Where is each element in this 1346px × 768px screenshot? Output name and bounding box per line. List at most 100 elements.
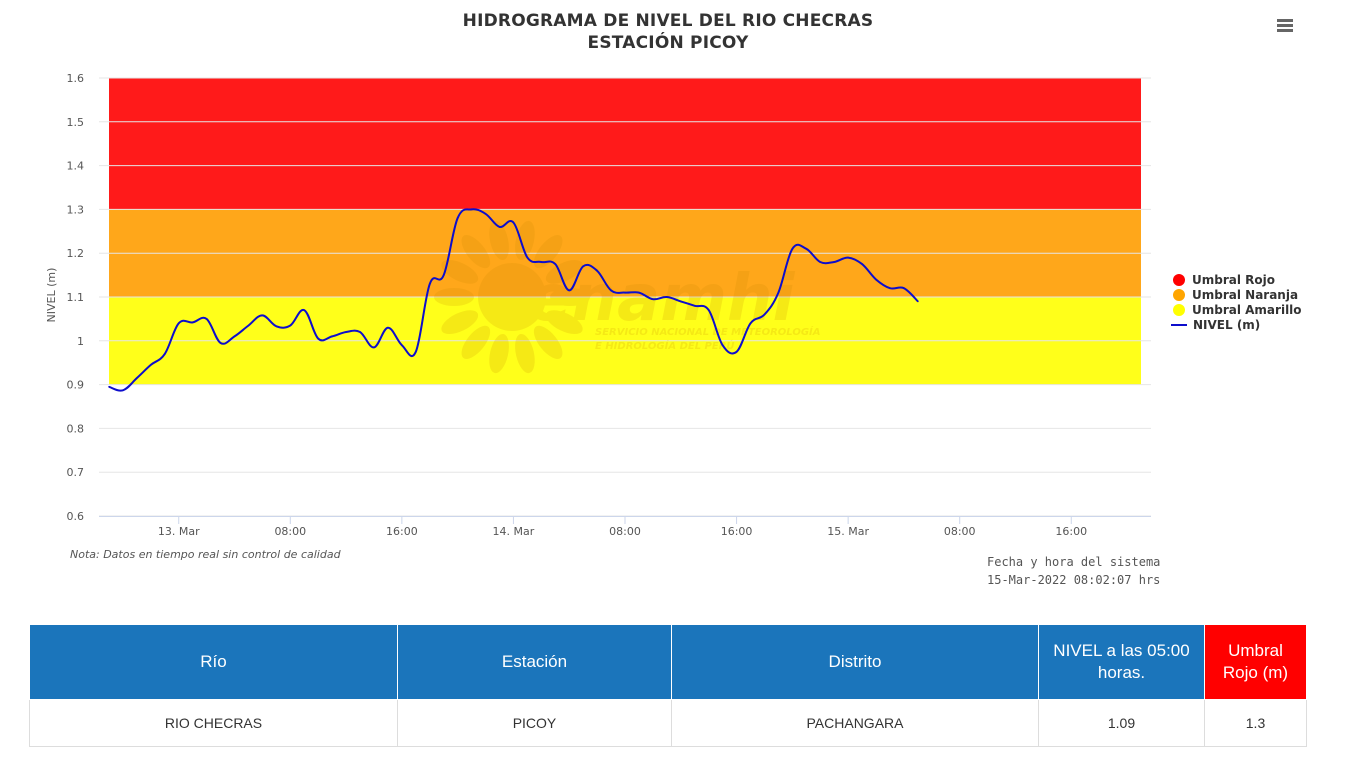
legend-item-nivel[interactable]: NIVEL (m) — [1170, 317, 1302, 332]
orange-dot-icon — [1173, 288, 1185, 301]
chart-subtitle: ESTACIÓN PICOY — [587, 33, 749, 53]
data-point — [903, 287, 905, 290]
system-time-label: Fecha y hora del sistema — [987, 555, 1161, 569]
sun-ray — [545, 259, 583, 284]
header-rio: Río — [29, 624, 398, 700]
x-tick-label: 15. Mar — [827, 525, 869, 538]
data-point — [819, 261, 821, 263]
data-point — [317, 337, 320, 340]
data-point — [638, 291, 640, 294]
sun-ray — [550, 288, 590, 306]
data-point — [289, 324, 292, 327]
y-tick-label: 0.6 — [67, 510, 85, 523]
legend-item-umbral-amarillo[interactable]: Umbral Amarillo — [1170, 302, 1302, 317]
data-point — [415, 351, 417, 353]
sun-ray — [533, 325, 563, 359]
cell-rio: RIO CHECRAS — [29, 699, 398, 747]
sun-ray — [515, 220, 535, 261]
sun-ray — [461, 235, 491, 269]
y-tick-label: 1 — [77, 335, 84, 348]
legend-label: Umbral Amarillo — [1192, 302, 1302, 317]
x-tick-label: 16:00 — [386, 525, 418, 538]
data-point — [680, 300, 682, 303]
y-tick-label: 0.7 — [67, 466, 85, 479]
data-point — [777, 291, 780, 294]
band-umbral-rojo — [109, 78, 1141, 210]
sun-ray — [533, 235, 563, 269]
cell-estacion: PICOY — [397, 699, 672, 747]
legend-label: NIVEL (m) — [1193, 317, 1261, 332]
data-point — [191, 321, 194, 324]
y-axis-title: NIVEL (m) — [45, 268, 58, 323]
y-tick-label: 0.8 — [67, 422, 85, 435]
data-point — [875, 278, 877, 281]
data-point — [791, 248, 794, 250]
watermark-name: senamhi — [490, 262, 796, 336]
data-point — [735, 351, 738, 353]
data-point — [373, 346, 375, 349]
x-tick-label: 13. Mar — [158, 525, 200, 538]
x-tick-label: 08:00 — [274, 525, 306, 538]
table-header-row: Río Estación Distrito NIVEL a las 05:00 … — [29, 624, 1307, 700]
y-tick-label: 1.3 — [67, 203, 85, 216]
data-point — [345, 331, 347, 333]
y-tick-label: 1.1 — [67, 291, 85, 304]
sun-ray — [434, 288, 474, 306]
data-point — [108, 386, 110, 388]
sun-ray — [489, 333, 509, 374]
sun-ray — [461, 325, 491, 359]
chart-legend: Umbral Rojo Umbral Naranja Umbral Amaril… — [1170, 272, 1302, 332]
chart-context-menu-button[interactable] — [1268, 12, 1302, 40]
data-point — [261, 314, 264, 317]
data-point — [763, 313, 766, 316]
header-nivel: NIVEL a las 05:00 horas. — [1038, 624, 1205, 700]
legend-label: Umbral Naranja — [1192, 287, 1299, 302]
y-tick-label: 1.2 — [67, 247, 85, 260]
data-point — [136, 377, 138, 379]
data-point — [164, 353, 166, 355]
sun-disc — [478, 263, 546, 331]
data-point — [596, 269, 598, 272]
legend-item-umbral-rojo[interactable]: Umbral Rojo — [1170, 272, 1302, 287]
data-point — [847, 256, 849, 259]
data-point — [122, 389, 124, 392]
cell-distrito: PACHANGARA — [671, 699, 1039, 747]
data-point — [889, 287, 891, 290]
data-point — [721, 344, 724, 347]
data-point — [582, 265, 584, 268]
data-point — [833, 261, 835, 263]
data-point — [359, 331, 361, 333]
data-point — [707, 309, 710, 311]
data-point — [666, 296, 668, 298]
data-quality-note: Nota: Datos en tiempo real sin control d… — [70, 548, 341, 561]
data-point — [247, 324, 250, 327]
x-tick-label: 16:00 — [721, 525, 753, 538]
red-dot-icon — [1173, 273, 1185, 286]
data-point — [331, 335, 333, 338]
y-tick-label: 0.9 — [67, 379, 85, 392]
sun-ray — [515, 333, 535, 374]
yellow-dot-icon — [1173, 303, 1185, 316]
data-point — [749, 322, 752, 325]
data-point — [219, 342, 222, 344]
x-tick-label: 14. Mar — [493, 525, 535, 538]
sun-ray — [441, 259, 479, 284]
line-series-icon — [1171, 323, 1187, 326]
cell-umbral-rojo: 1.3 — [1204, 699, 1307, 747]
header-distrito: Distrito — [671, 624, 1039, 700]
data-point — [205, 318, 208, 320]
y-tick-label: 1.6 — [67, 72, 85, 85]
data-point — [150, 364, 152, 366]
legend-item-umbral-naranja[interactable]: Umbral Naranja — [1170, 287, 1302, 302]
watermark-line1: SERVICIO NACIONAL DE METEOROLOGÍA — [595, 325, 821, 338]
data-point — [401, 344, 403, 347]
data-point — [498, 226, 501, 228]
station-table: Río Estación Distrito NIVEL a las 05:00 … — [29, 624, 1307, 747]
data-point — [233, 335, 236, 338]
data-point — [610, 289, 612, 292]
data-point — [554, 263, 557, 265]
data-point — [917, 300, 919, 303]
data-point — [303, 309, 306, 311]
data-point — [456, 217, 459, 219]
